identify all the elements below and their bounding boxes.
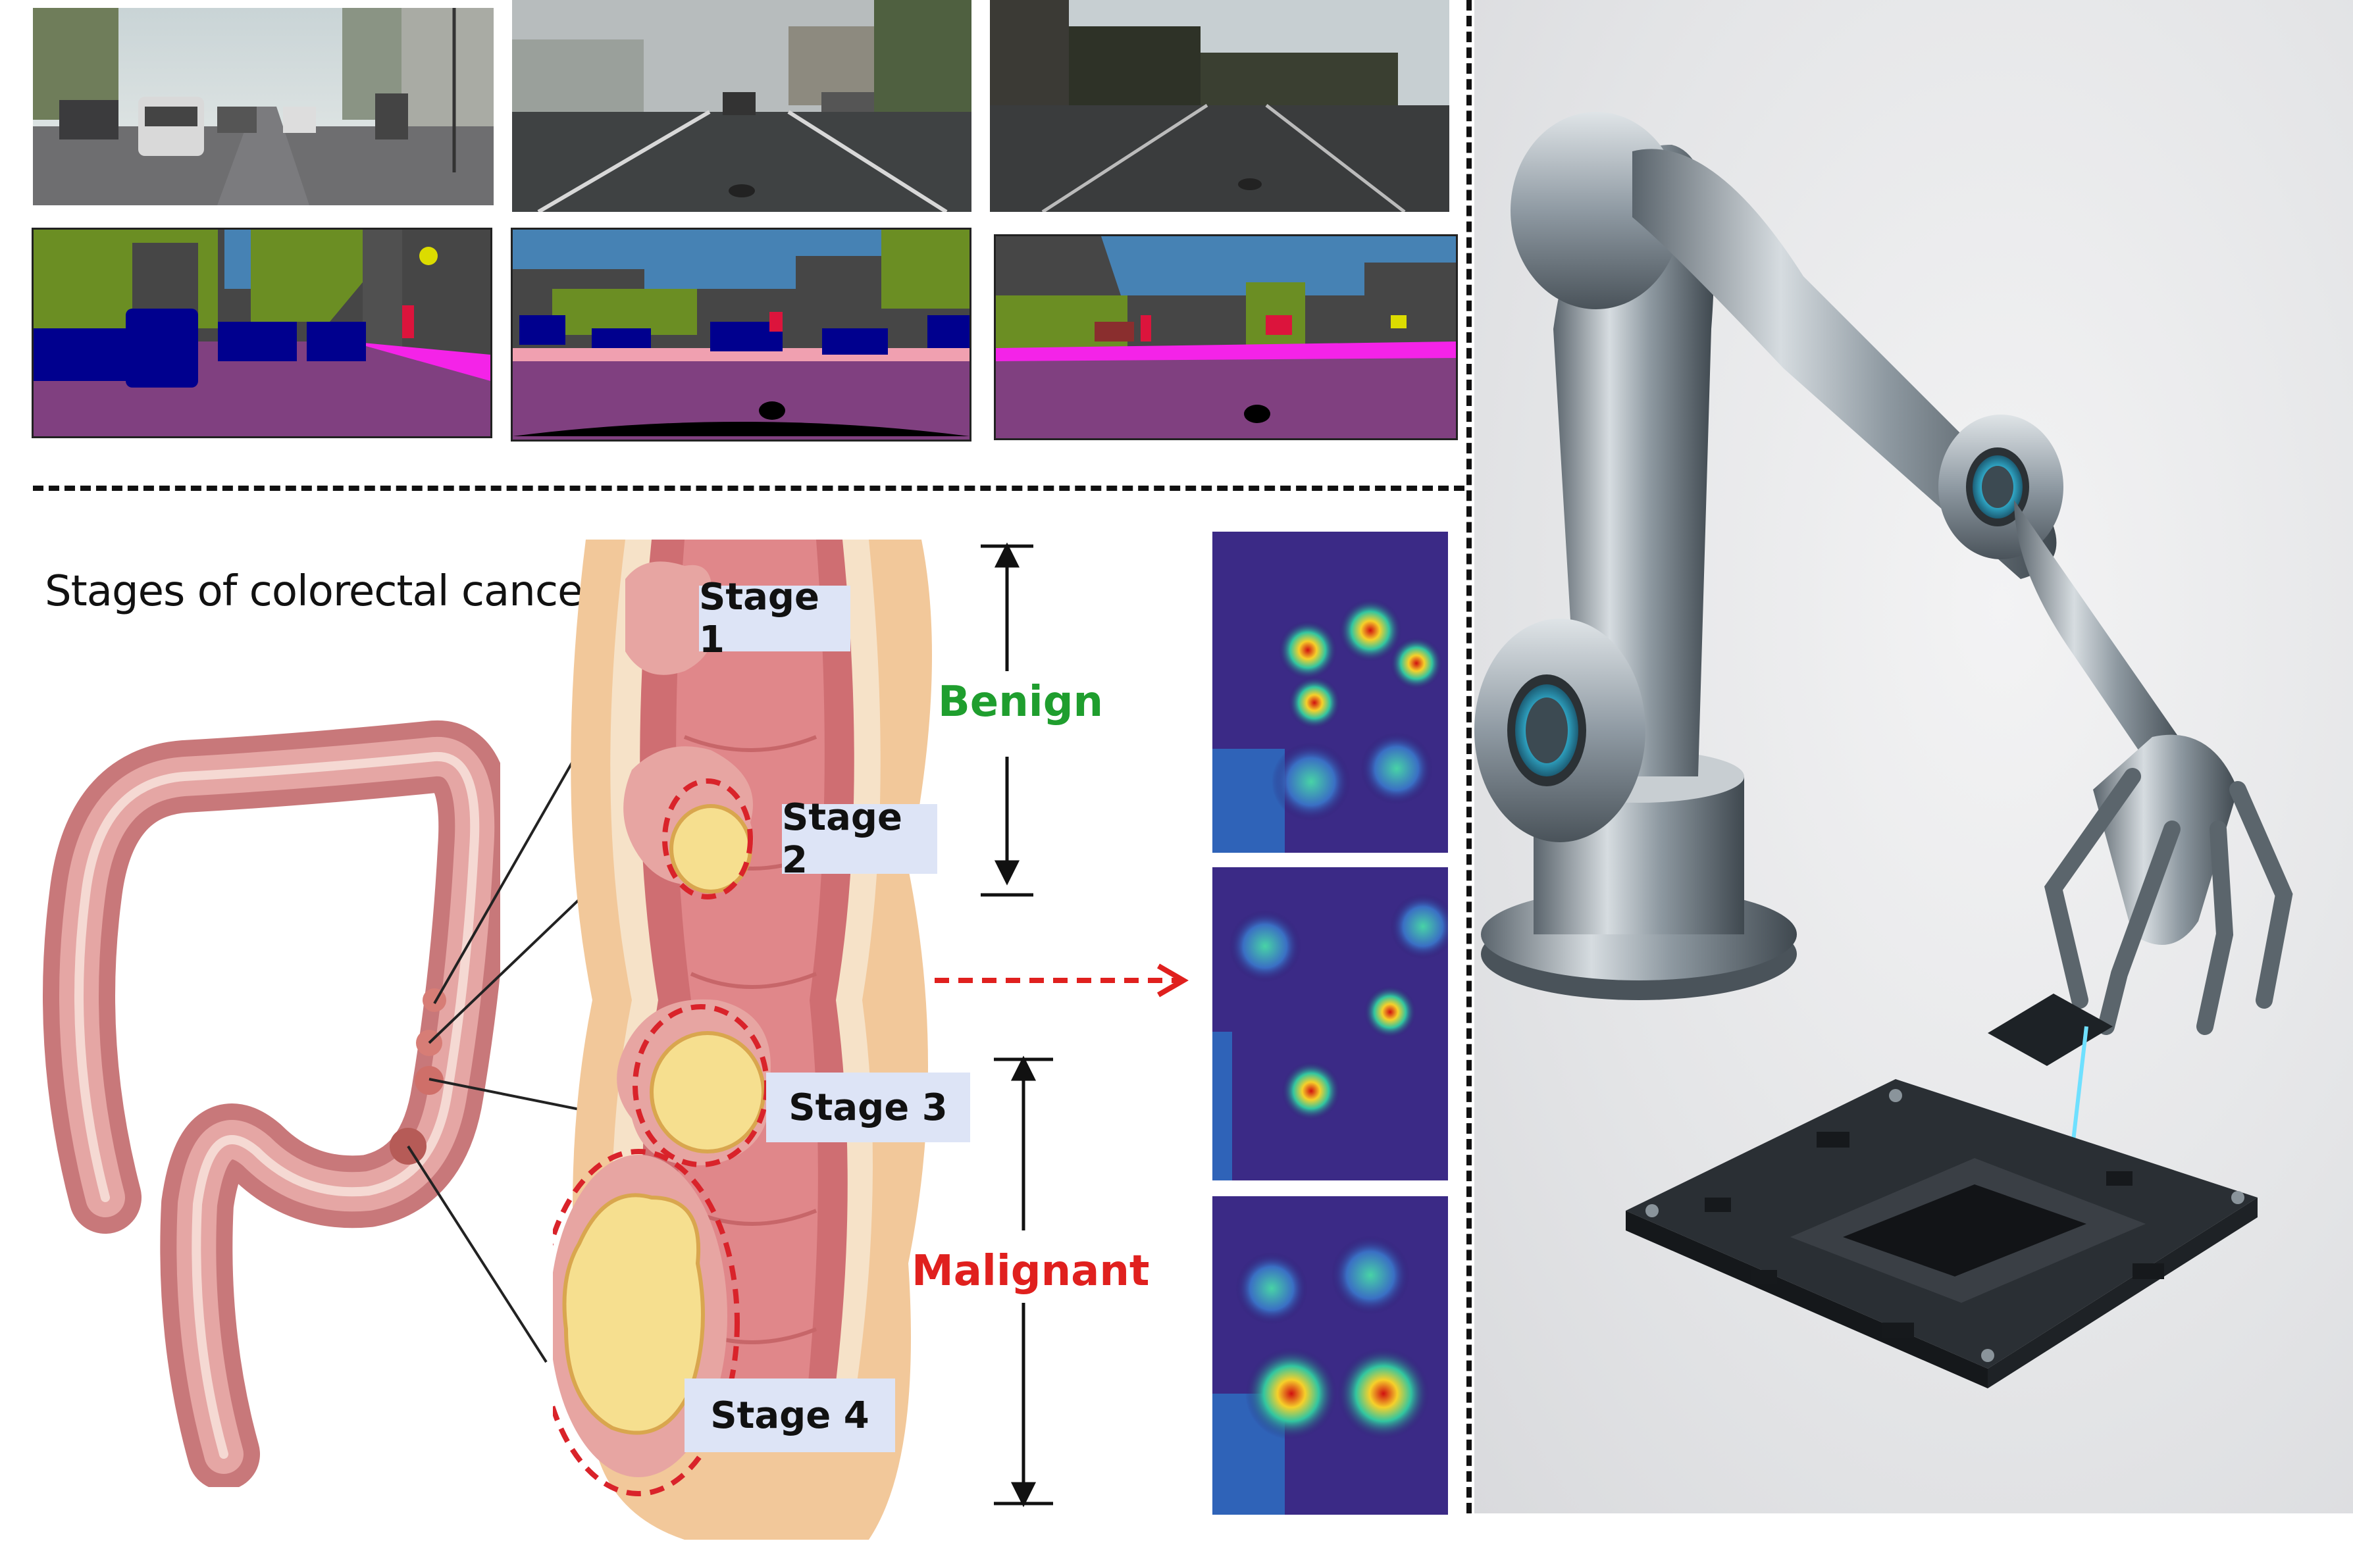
segmentation-map-3 (994, 234, 1458, 440)
red-dashed-arrow (935, 963, 1189, 998)
stage-1-label: Stage 1 (699, 576, 850, 661)
colon-illustration (43, 720, 500, 1487)
stage-4-label: Stage 4 (685, 1378, 895, 1452)
street-photo-1 (33, 8, 494, 205)
malignant-label: Malignant (912, 1247, 1150, 1296)
street-photo-3 (990, 0, 1449, 212)
stage-3-label: Stage 3 (766, 1073, 970, 1142)
benign-label: Benign (938, 678, 1104, 726)
segmentation-map-1 (32, 228, 492, 438)
segmentation-map-2 (511, 228, 971, 442)
heatmap-1 (1212, 532, 1448, 853)
classification-brackets (981, 542, 1053, 1507)
stage-2-label: Stage 2 (782, 796, 937, 882)
heatmap-2 (1212, 867, 1448, 1180)
vertical-separator (1466, 0, 1472, 1513)
horizontal-separator (33, 486, 1464, 491)
colorectal-title: Stages of colorectal cancer (45, 567, 600, 616)
heatmap-3 (1212, 1196, 1448, 1515)
street-photo-2 (512, 0, 971, 212)
robot-arm-illustration (1474, 112, 2293, 1388)
intestine-cross-section (553, 540, 932, 1540)
